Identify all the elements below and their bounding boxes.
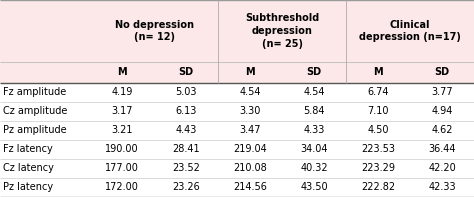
Bar <box>0 159 474 178</box>
Text: 3.47: 3.47 <box>239 125 261 135</box>
Text: 4.43: 4.43 <box>175 125 197 135</box>
Text: Fz latency: Fz latency <box>3 144 53 154</box>
Text: 6.74: 6.74 <box>367 87 389 97</box>
Text: 177.00: 177.00 <box>105 164 139 173</box>
Bar <box>0 178 474 197</box>
Text: 190.00: 190.00 <box>105 144 139 154</box>
Text: 4.33: 4.33 <box>303 125 325 135</box>
Text: 223.53: 223.53 <box>361 144 395 154</box>
Text: No depression
(n= 12): No depression (n= 12) <box>115 20 193 42</box>
Text: 23.52: 23.52 <box>172 164 200 173</box>
Text: 172.00: 172.00 <box>105 182 139 192</box>
Text: Cz latency: Cz latency <box>3 164 54 173</box>
Text: 3.30: 3.30 <box>239 106 261 116</box>
Text: Fz amplitude: Fz amplitude <box>3 87 66 97</box>
Text: SD: SD <box>179 67 193 77</box>
Bar <box>0 140 474 159</box>
Bar <box>0 62 474 83</box>
Text: 42.33: 42.33 <box>428 182 456 192</box>
Text: 6.13: 6.13 <box>175 106 197 116</box>
Text: 28.41: 28.41 <box>172 144 200 154</box>
Text: 4.94: 4.94 <box>431 106 453 116</box>
Text: 3.77: 3.77 <box>431 87 453 97</box>
Bar <box>0 83 474 102</box>
Text: 43.50: 43.50 <box>300 182 328 192</box>
Text: Pz latency: Pz latency <box>3 182 54 192</box>
Text: Subthreshold
depression
(n= 25): Subthreshold depression (n= 25) <box>245 13 319 49</box>
Text: 4.19: 4.19 <box>111 87 133 97</box>
Text: SD: SD <box>307 67 321 77</box>
Text: 23.26: 23.26 <box>172 182 200 192</box>
Text: M: M <box>373 67 383 77</box>
Text: 222.82: 222.82 <box>361 182 395 192</box>
Text: 4.54: 4.54 <box>303 87 325 97</box>
Text: 219.04: 219.04 <box>233 144 267 154</box>
Text: 4.62: 4.62 <box>431 125 453 135</box>
Text: M: M <box>117 67 127 77</box>
Text: 36.44: 36.44 <box>428 144 456 154</box>
Text: 40.32: 40.32 <box>300 164 328 173</box>
Text: 5.03: 5.03 <box>175 87 197 97</box>
Text: 7.10: 7.10 <box>367 106 389 116</box>
Text: 210.08: 210.08 <box>233 164 267 173</box>
Bar <box>0 121 474 140</box>
Text: 42.20: 42.20 <box>428 164 456 173</box>
Text: Pz amplitude: Pz amplitude <box>3 125 67 135</box>
Text: M: M <box>245 67 255 77</box>
Text: 214.56: 214.56 <box>233 182 267 192</box>
Text: 4.50: 4.50 <box>367 125 389 135</box>
Text: SD: SD <box>435 67 449 77</box>
Text: 4.54: 4.54 <box>239 87 261 97</box>
Bar <box>0 102 474 121</box>
Bar <box>0 0 474 62</box>
Text: 3.21: 3.21 <box>111 125 133 135</box>
Text: 34.04: 34.04 <box>300 144 328 154</box>
Text: 3.17: 3.17 <box>111 106 133 116</box>
Text: Clinical
depression (n=17): Clinical depression (n=17) <box>359 20 461 42</box>
Text: 5.84: 5.84 <box>303 106 325 116</box>
Text: 223.29: 223.29 <box>361 164 395 173</box>
Text: Cz amplitude: Cz amplitude <box>3 106 68 116</box>
